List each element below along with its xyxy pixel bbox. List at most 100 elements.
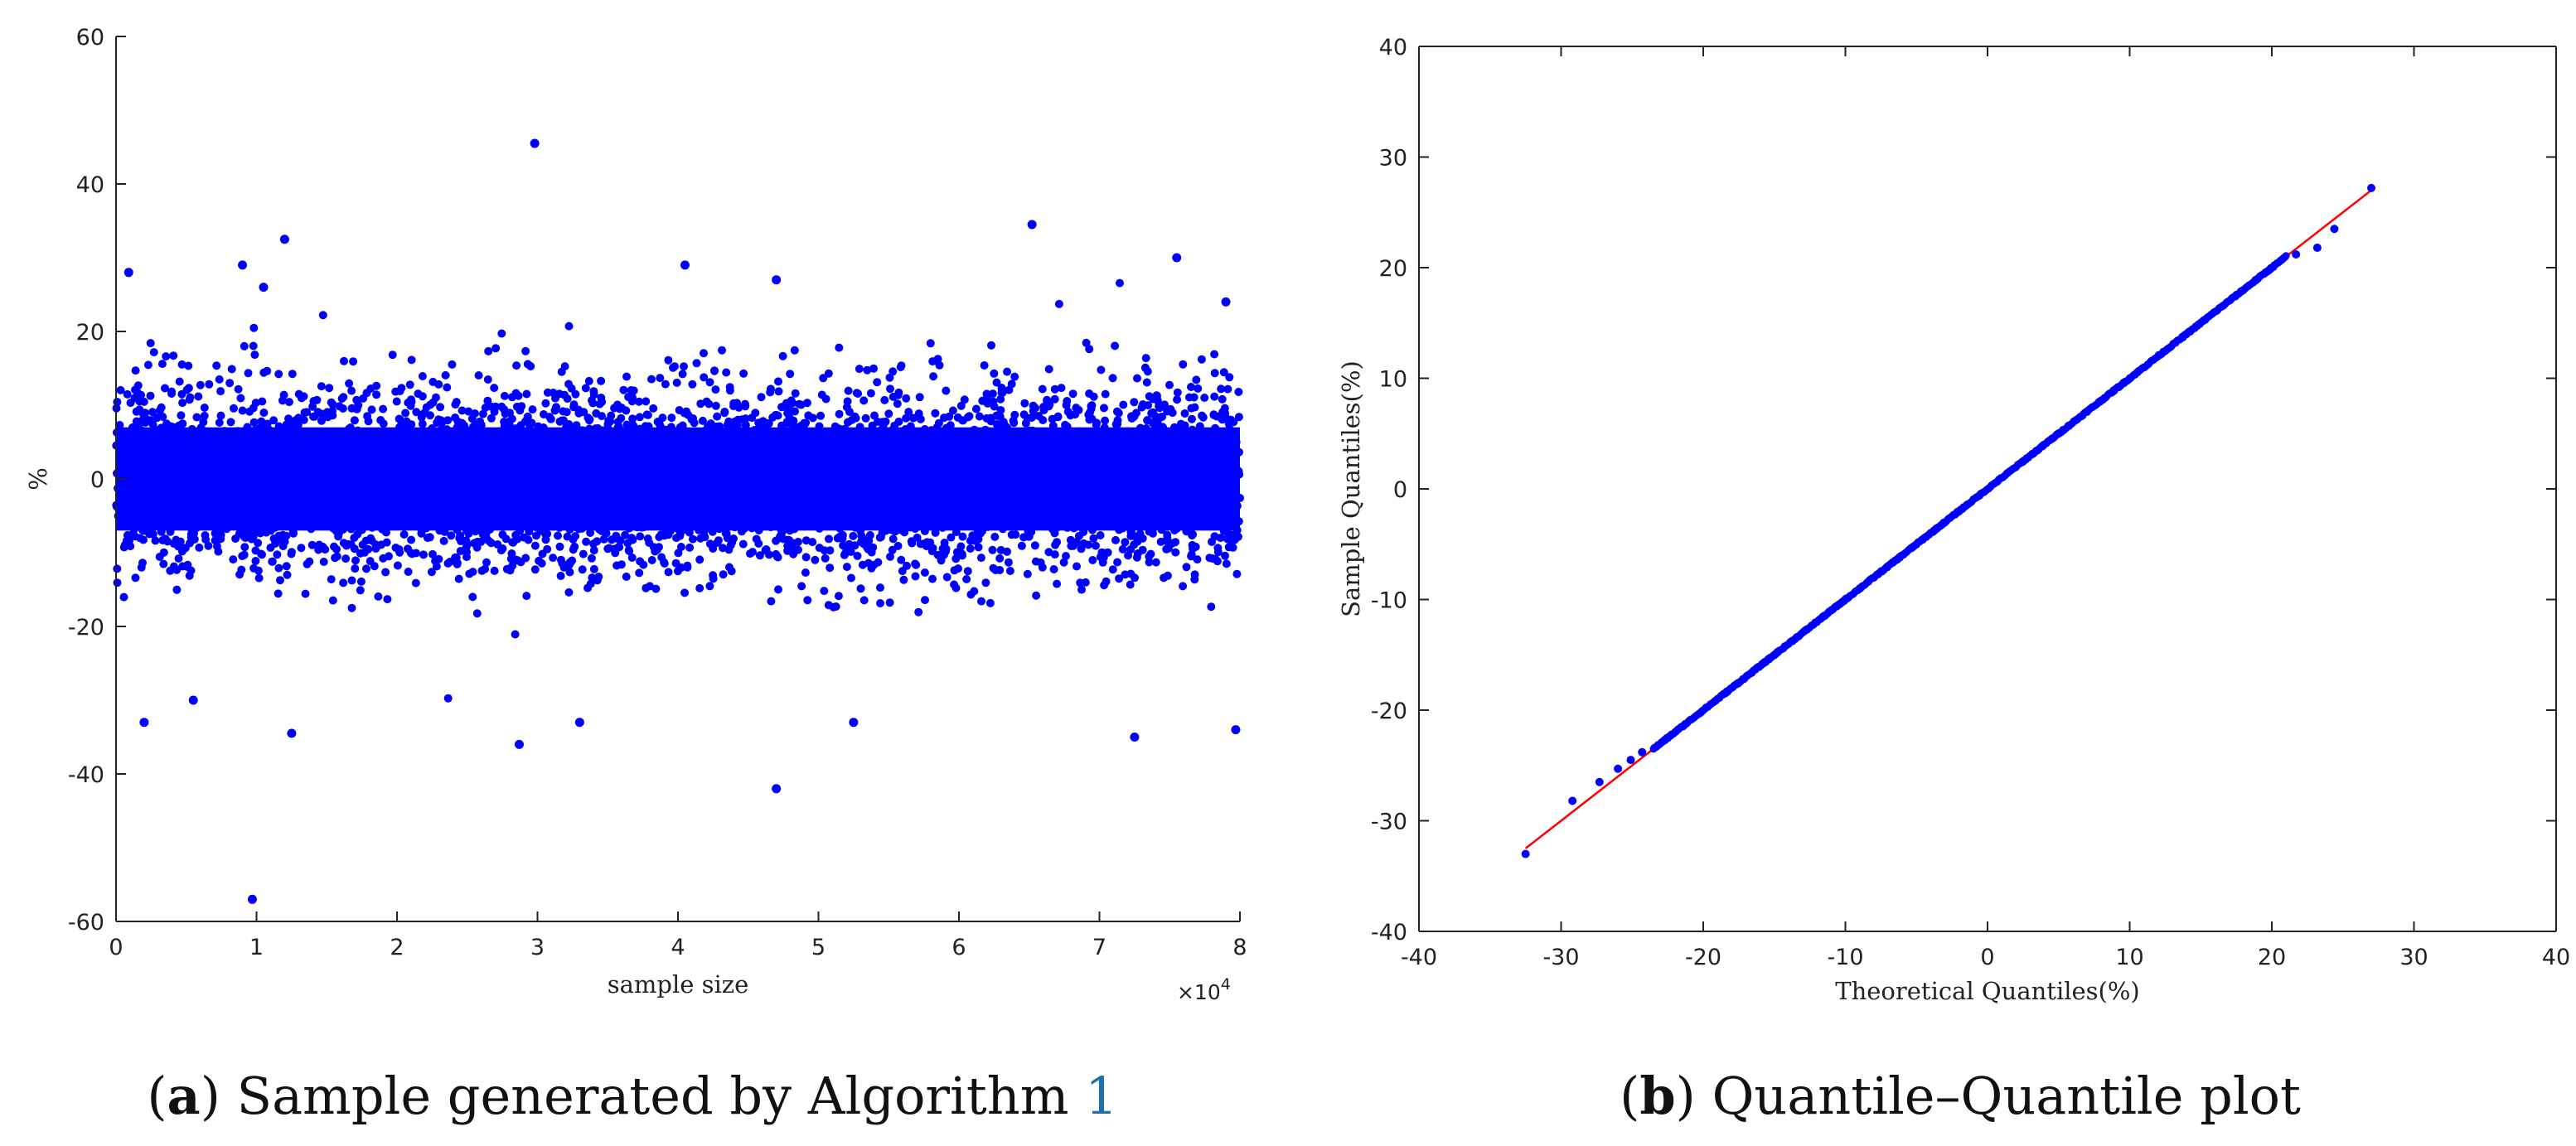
chart-a-point: [418, 372, 427, 380]
chart-a-point: [1152, 391, 1161, 400]
chart-a-point: [1173, 395, 1182, 404]
chart-a-point: [215, 529, 225, 538]
chart-a-point: [325, 384, 334, 393]
chart-a-point: [1053, 538, 1062, 547]
chart-a-point: [321, 545, 330, 554]
chart-a-point: [719, 570, 728, 579]
chart-a-point: [297, 544, 306, 553]
chart-a-point: [522, 592, 531, 601]
chart-a-point: [194, 392, 203, 401]
chart-a-point: [835, 409, 844, 418]
chart-a-point: [1044, 402, 1053, 411]
chart-a-point: [911, 559, 920, 568]
chart-a-point: [251, 557, 260, 565]
chart-a-point: [903, 561, 911, 570]
chart-a-point: [564, 560, 574, 569]
chart-a-point: [853, 551, 862, 560]
chart-a-point: [1082, 338, 1091, 347]
chart-a-point: [695, 583, 705, 592]
chart-a-point: [755, 551, 764, 560]
chart-a-point: [865, 530, 874, 539]
chart-a-point: [1062, 552, 1070, 560]
chart-a-point: [491, 344, 501, 353]
chart-a-point: [1211, 554, 1220, 563]
chart-a-point: [487, 413, 496, 423]
chart-a-point: [1200, 394, 1209, 402]
chart-a-point: [483, 396, 492, 405]
chart-a-point: [861, 413, 870, 423]
chart-a-point: [680, 362, 688, 371]
chart-a-point: [700, 349, 708, 358]
chart-a-point: [559, 407, 568, 416]
chart-a-point: [816, 411, 826, 420]
chart-a-point: [300, 408, 309, 417]
chart-a-point: [586, 579, 595, 588]
chart-a-point: [332, 552, 341, 561]
chart-a-point: [778, 351, 787, 360]
chart-a-point: [774, 585, 782, 594]
chart-a-point: [622, 372, 631, 381]
chart-a-point: [725, 383, 734, 392]
chart-a-point: [556, 572, 565, 580]
chart-a-point: [1073, 562, 1081, 571]
chart-a-point: [549, 389, 558, 397]
chart-a-point: [688, 534, 697, 544]
chart-a-point: [757, 393, 766, 402]
chart-a-point: [956, 401, 966, 410]
chart-a-point: [635, 568, 644, 578]
chart-a-point: [587, 554, 596, 563]
chart-a-point: [351, 556, 360, 565]
chart-a-point: [1185, 393, 1194, 402]
chart-a-point: [443, 383, 452, 392]
chart-a-point: [521, 346, 530, 355]
chart-a-point: [1049, 565, 1058, 573]
chart-a-point: [1190, 575, 1199, 584]
chart-a-point: [560, 362, 569, 371]
chart-a-point: [574, 409, 583, 418]
chart-a-point: [870, 411, 879, 420]
chart-a-point: [462, 540, 472, 549]
chart-a-point: [627, 554, 637, 562]
chart-a-point: [303, 559, 312, 568]
chart-a-point: [985, 598, 995, 607]
chart-a-point: [884, 409, 893, 418]
chart-a-point: [741, 402, 750, 411]
chart-a-point: [301, 589, 310, 598]
chart-a-point: [996, 406, 1005, 414]
chart-a-point: [347, 386, 356, 395]
chart-a-point: [808, 413, 817, 423]
chart-a-point: [1163, 530, 1172, 539]
chart-a-point: [584, 376, 593, 385]
chart-a-point: [628, 535, 637, 544]
chart-a-point: [351, 564, 360, 573]
chart-a-point: [774, 387, 783, 396]
chart-a-point: [455, 534, 464, 543]
chart-a-point: [748, 548, 757, 557]
chart-a-point: [619, 385, 628, 394]
chart-a-point: [1088, 556, 1097, 564]
chart-a-point: [582, 537, 591, 546]
chart-a-point: [383, 595, 392, 604]
chart-a-point: [990, 369, 999, 378]
chart-a-point: [385, 552, 393, 561]
chart-a-point: [393, 561, 402, 570]
chart-a-point: [317, 382, 326, 391]
chart-a-point: [978, 396, 987, 405]
chart-a-point: [850, 412, 859, 421]
chart-a-point: [788, 420, 797, 429]
chart-a-point: [1179, 582, 1188, 591]
chart-a-point: [1119, 400, 1128, 409]
chart-a-point: [992, 378, 1001, 387]
chart-a-point: [204, 541, 213, 550]
chart-a-point: [340, 356, 348, 365]
chart-a-point: [1118, 544, 1127, 554]
chart-a-point: [356, 577, 366, 586]
chart-a-point: [692, 359, 701, 368]
chart-a-point: [184, 384, 193, 393]
chart-a-point: [1089, 534, 1098, 543]
chart-a-point: [282, 562, 291, 571]
chart-a-point: [1059, 558, 1068, 567]
chart-a-point: [1019, 533, 1029, 542]
chart-a-point: [521, 554, 530, 563]
